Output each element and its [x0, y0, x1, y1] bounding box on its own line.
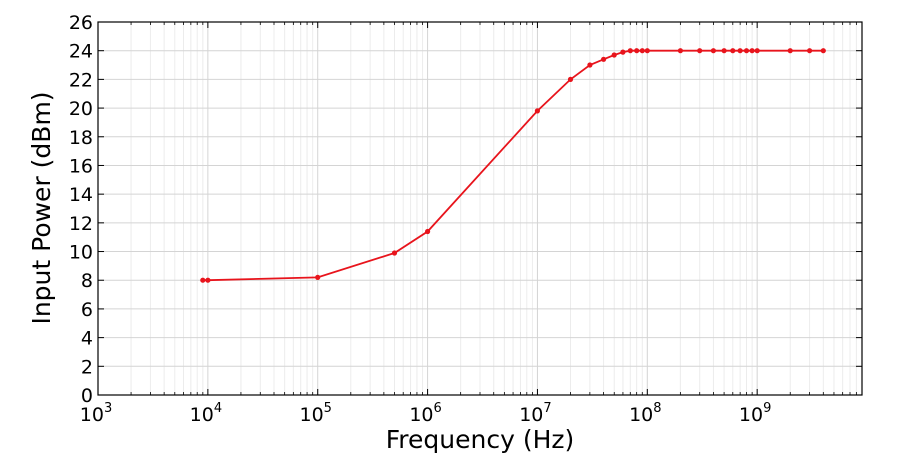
data-point — [627, 48, 633, 54]
x-tick-exponent: 3 — [104, 401, 112, 416]
data-point — [391, 250, 398, 256]
data-point — [754, 48, 760, 54]
x-tick-exponent: 5 — [324, 401, 332, 416]
x-tick-exponent: 7 — [543, 401, 551, 416]
data-point — [644, 48, 650, 54]
data-point — [601, 56, 607, 62]
data-point — [634, 48, 640, 54]
y-tick-label: 0 — [81, 385, 93, 407]
y-tick-label: 22 — [69, 69, 93, 91]
x-tick-base: 10 — [299, 404, 323, 426]
data-point — [315, 274, 321, 280]
y-tick-label: 16 — [69, 155, 93, 177]
y-tick-label: 6 — [81, 299, 93, 321]
x-tick-base: 10 — [80, 404, 104, 426]
x-tick-base: 10 — [409, 404, 433, 426]
y-tick-label: 26 — [69, 12, 93, 34]
data-point — [200, 277, 206, 283]
x-tick-label: 108 — [629, 401, 661, 426]
data-point — [639, 48, 645, 54]
x-tick-base: 10 — [629, 404, 653, 426]
y-tick-label: 14 — [69, 184, 93, 206]
data-point — [620, 49, 626, 55]
x-tick-exponent: 8 — [653, 401, 661, 416]
x-tick-label: 106 — [409, 401, 441, 426]
data-point — [807, 48, 813, 54]
data-point — [730, 48, 736, 54]
y-tick-label: 10 — [69, 242, 93, 264]
x-tick-labels: 103 104 105 106 107 108 109 — [80, 401, 772, 426]
data-point — [697, 48, 703, 54]
y-tick-label: 4 — [81, 328, 93, 350]
data-point — [205, 277, 211, 283]
y-tick-label: 8 — [81, 270, 93, 292]
data-point — [820, 48, 826, 54]
y-tick-label: 18 — [69, 127, 93, 149]
y-tick-label: 24 — [69, 41, 93, 63]
x-tick-label: 105 — [299, 401, 331, 426]
x-tick-exponent: 9 — [763, 401, 771, 416]
data-point — [787, 48, 793, 54]
grid — [97, 21, 863, 396]
x-tick-base: 10 — [739, 404, 763, 426]
y-tick-label: 20 — [69, 98, 93, 120]
y-tick-label: 2 — [81, 356, 93, 378]
x-tick-exponent: 6 — [434, 401, 442, 416]
data-point — [534, 108, 541, 114]
data-point — [749, 48, 755, 54]
data-point — [677, 48, 684, 54]
data-point — [611, 52, 617, 58]
y-tick-label: 12 — [69, 213, 93, 235]
data-point — [737, 48, 743, 54]
x-tick-base: 10 — [190, 404, 214, 426]
data-point — [425, 228, 431, 235]
data-point — [743, 48, 750, 54]
data-point — [710, 48, 717, 54]
x-tick-label: 109 — [739, 401, 771, 426]
x-tick-label: 107 — [519, 401, 551, 426]
x-tick-label: 104 — [190, 401, 222, 426]
x-tick-base: 10 — [519, 404, 543, 426]
x-axis-title: Frequency (Hz) — [386, 425, 575, 454]
y-axis-title: Input Power (dBm) — [27, 91, 56, 324]
x-tick-label: 103 — [80, 401, 112, 426]
data-point — [567, 76, 574, 82]
x-tick-exponent: 4 — [214, 401, 222, 416]
data-point — [721, 48, 727, 54]
series-layer — [200, 48, 826, 283]
data-point — [587, 62, 593, 68]
ticks — [97, 21, 863, 396]
